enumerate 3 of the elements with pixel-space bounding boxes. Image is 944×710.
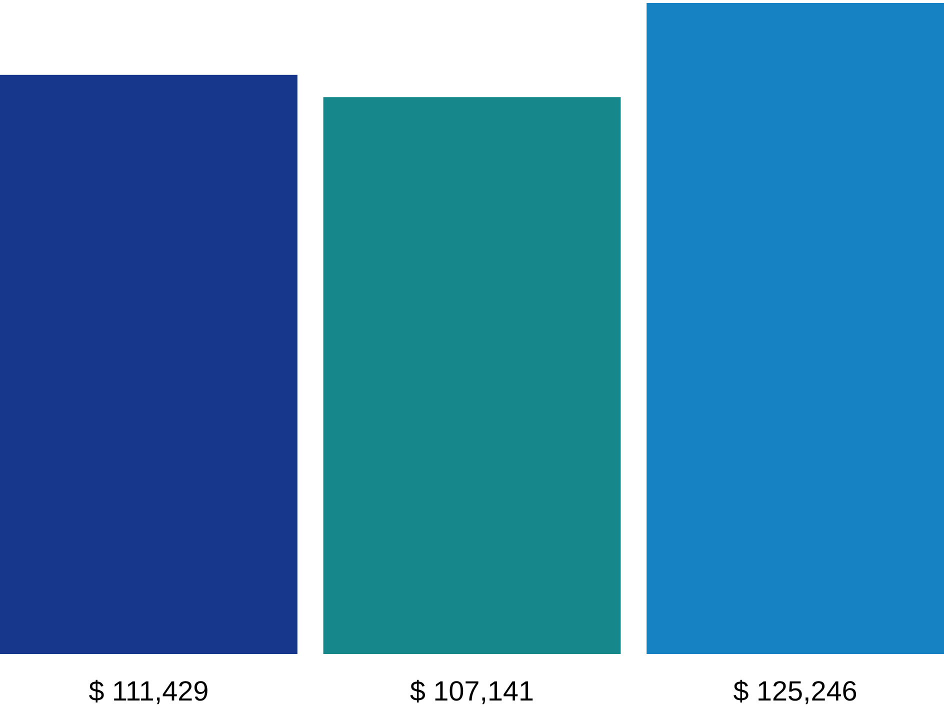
data-label: $ 111,429 — [89, 680, 208, 704]
data-label: $ 125,246 — [734, 680, 856, 704]
data-label: $ 107,141 — [410, 680, 533, 704]
